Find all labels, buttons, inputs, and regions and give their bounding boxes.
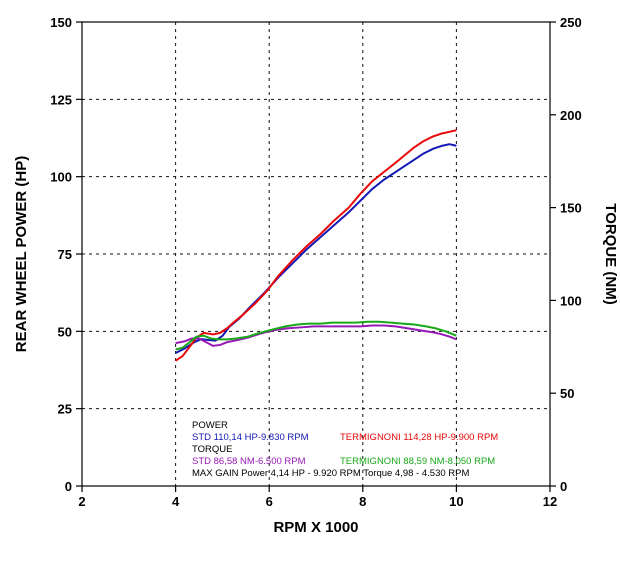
svg-text:50: 50: [560, 386, 574, 401]
svg-text:50: 50: [58, 324, 72, 339]
legend-item: STD 110,14 HP-9.830 RPM: [192, 432, 309, 443]
svg-text:75: 75: [58, 247, 72, 262]
svg-text:150: 150: [50, 15, 72, 30]
legend-item: STD 86,58 NM-6.500 RPM: [192, 456, 306, 467]
svg-text:0: 0: [560, 479, 567, 494]
svg-text:125: 125: [50, 92, 72, 107]
svg-text:10: 10: [449, 494, 463, 509]
svg-text:100: 100: [50, 170, 72, 185]
legend-item: MAX GAIN Power 4,14 HP - 9.920 RPM Torqu…: [192, 468, 469, 479]
svg-text:250: 250: [560, 15, 582, 30]
y-left-axis-label: REAR WHEEL POWER (HP): [13, 156, 30, 352]
x-axis-label: RPM X 1000: [273, 519, 358, 536]
y-right-axis-label: TORQUE (NM): [602, 203, 619, 304]
svg-text:25: 25: [58, 402, 72, 417]
legend-item: TERMIGNONI 114,28 HP-9.900 RPM: [340, 432, 498, 443]
legend-item: TORQUE: [192, 444, 232, 455]
dyno-chart: 246810120255075100125150050100150200250R…: [0, 0, 620, 564]
svg-text:100: 100: [560, 293, 582, 308]
svg-text:6: 6: [266, 494, 273, 509]
svg-text:12: 12: [543, 494, 557, 509]
svg-text:8: 8: [359, 494, 366, 509]
svg-text:200: 200: [560, 108, 582, 123]
svg-text:2: 2: [78, 494, 85, 509]
legend-item: TERMIGNONI 88,59 NM-8.050 RPM: [340, 456, 495, 467]
svg-text:150: 150: [560, 201, 582, 216]
svg-text:0: 0: [65, 479, 72, 494]
svg-text:4: 4: [172, 494, 180, 509]
legend-item: POWER: [192, 420, 228, 431]
